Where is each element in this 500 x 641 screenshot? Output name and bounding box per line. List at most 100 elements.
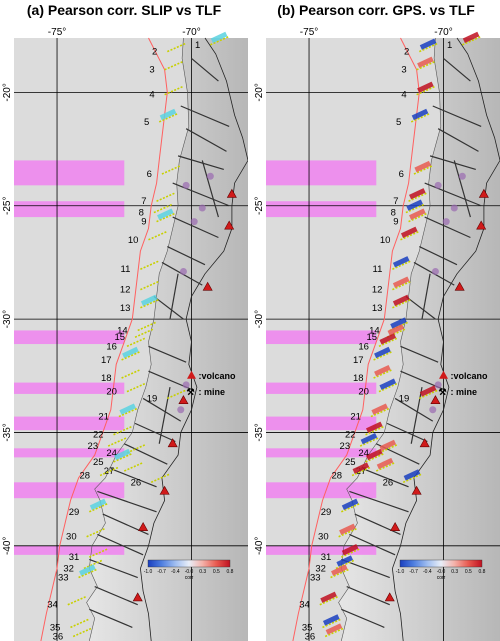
- fault-line: [169, 273, 179, 320]
- segment-label: 26: [131, 477, 142, 488]
- mine-icon: [450, 204, 458, 212]
- lat-tick-label: -30°: [254, 310, 265, 328]
- volcano-icon: [384, 592, 395, 602]
- highlight-band: [266, 160, 377, 186]
- correlation-patch: [379, 378, 397, 390]
- fault-line: [102, 513, 149, 536]
- segment-label: 25: [345, 457, 356, 468]
- segment-label: 23: [88, 441, 99, 452]
- segment-label: 5: [396, 117, 401, 128]
- correlation-patch: [89, 498, 107, 510]
- lat-tick-label: -35°: [254, 423, 265, 441]
- mine-icon: [429, 406, 437, 414]
- fault-line: [394, 397, 434, 422]
- segment-label: 2: [152, 47, 157, 58]
- volcano-icon: [430, 395, 441, 405]
- correlation-patch: [417, 81, 434, 93]
- correlation-patch: [157, 208, 174, 220]
- volcano-icon: [411, 485, 422, 495]
- colorbar-tick-label: 0.5: [213, 569, 220, 575]
- correlation-patch: [411, 108, 429, 121]
- volcanoes: [132, 188, 237, 602]
- correlation-patch: [341, 544, 359, 556]
- correlation-patch: [159, 108, 177, 121]
- fault-line: [134, 422, 176, 443]
- highlight-band: [14, 416, 125, 431]
- correlation-patch: [400, 226, 418, 238]
- correlation-patch: [379, 333, 397, 345]
- segment-label: 34: [47, 600, 58, 611]
- fault-line: [167, 246, 206, 266]
- legend-mine-label: : mine: [451, 387, 478, 397]
- land: [338, 38, 500, 641]
- correlation-patch: [392, 256, 410, 268]
- correlation-patch: [339, 523, 356, 535]
- panel-title: (b) Pearson corr. GPS. vs TLF: [277, 2, 475, 18]
- volcano-icon: [202, 281, 213, 291]
- fault-line: [432, 105, 482, 127]
- fault-line: [419, 246, 458, 266]
- segment-label: 6: [399, 169, 404, 180]
- lat-tick-label: -30°: [2, 310, 13, 328]
- colorbar-tick-label: 0.3: [199, 569, 206, 575]
- segment-label: 27: [104, 466, 115, 477]
- correlation-patch: [390, 317, 407, 329]
- correlation-patch: [409, 208, 426, 220]
- fault-line: [142, 397, 182, 422]
- land: [86, 38, 248, 641]
- segment-label: 17: [101, 355, 112, 366]
- correlation-patch: [210, 31, 228, 43]
- volcano-icon: [476, 220, 487, 230]
- highlight-band: [266, 416, 377, 431]
- mine-icon: [206, 172, 214, 180]
- highlight-band: [14, 545, 125, 555]
- lon-tick-label: -70°: [434, 27, 452, 38]
- mine-icon: [177, 406, 185, 414]
- highlight-band: [14, 160, 125, 186]
- segment-label: 9: [141, 217, 146, 228]
- segment-label: 14: [117, 325, 128, 336]
- fault-line: [110, 468, 157, 488]
- fault-line: [386, 422, 428, 443]
- correlation-patch: [409, 188, 426, 200]
- volcano-icon: [390, 522, 401, 531]
- volcano-icon: [224, 220, 235, 230]
- fault-line: [97, 533, 144, 556]
- mine-icon: [434, 181, 442, 189]
- colorbar-tick-label: 0.8: [227, 569, 234, 575]
- lon-tick-label: -70°: [182, 27, 200, 38]
- correlation-patch: [336, 555, 354, 567]
- correlation-patch: [387, 324, 405, 336]
- segments: 1234567891011121314151617181920212223242…: [47, 31, 229, 641]
- mine-icon: [179, 267, 187, 275]
- highlight-bands: [14, 160, 125, 555]
- colorbar-tick-label: -0.7: [157, 569, 166, 575]
- segment-label: 16: [106, 341, 117, 352]
- colorbar-tick-label: -0.4: [423, 569, 432, 575]
- fault-line: [453, 160, 471, 218]
- correlation-patch: [392, 294, 410, 306]
- colorbar-tick-label: -1.0: [396, 569, 405, 575]
- mine-icon: [442, 218, 450, 226]
- segment-label: 11: [373, 264, 383, 275]
- fault-line: [354, 513, 401, 536]
- segment-label: 10: [380, 235, 391, 246]
- correlation-patch: [379, 439, 397, 452]
- segment-label: 20: [358, 387, 369, 398]
- legend-mine-label: : mine: [199, 387, 226, 397]
- segment-label: 9: [393, 217, 398, 228]
- mines: [177, 172, 214, 414]
- highlight-band: [266, 382, 377, 394]
- segment-label: 13: [120, 303, 131, 314]
- fault-line: [201, 160, 219, 218]
- segment-label: 32: [63, 563, 74, 574]
- correlation-patch: [406, 199, 423, 211]
- segment-label: 29: [321, 507, 332, 518]
- segment-label: 30: [318, 532, 329, 543]
- colorbar-tick-label: -0.0: [185, 569, 194, 575]
- lat-tick-label: -20°: [2, 83, 13, 101]
- segment-label: 2: [404, 47, 409, 58]
- fault-line: [400, 345, 439, 363]
- colorbar: [147, 559, 231, 568]
- segment-label: 4: [401, 90, 406, 101]
